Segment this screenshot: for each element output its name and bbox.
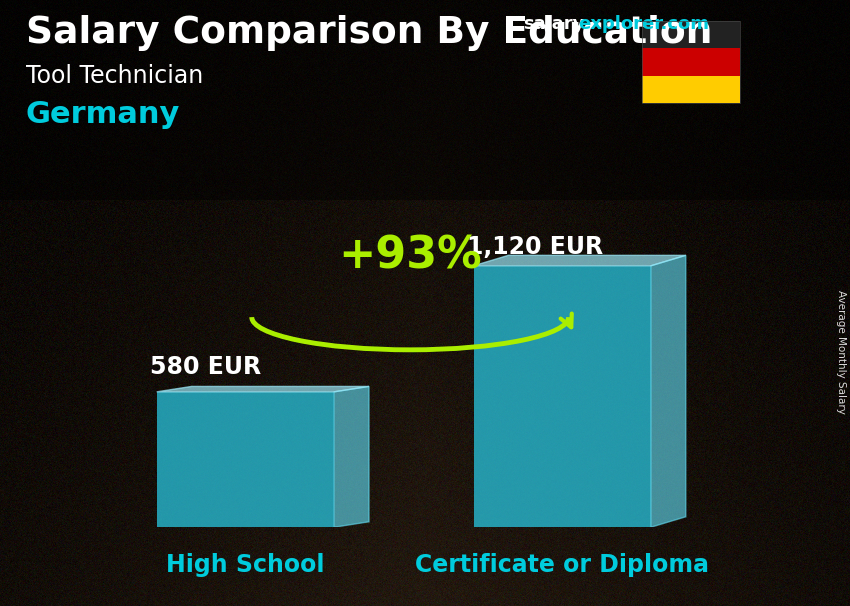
Text: Germany: Germany xyxy=(26,100,180,129)
Bar xyxy=(156,392,334,527)
Text: Average Monthly Salary: Average Monthly Salary xyxy=(836,290,846,413)
Text: explorer.com: explorer.com xyxy=(578,15,709,33)
Text: High School: High School xyxy=(166,553,325,577)
Text: Tool Technician: Tool Technician xyxy=(26,64,203,88)
Text: salary: salary xyxy=(523,15,584,33)
Text: +93%: +93% xyxy=(338,235,482,278)
Text: Salary Comparison By Education: Salary Comparison By Education xyxy=(26,15,711,51)
Text: 580 EUR: 580 EUR xyxy=(150,355,262,379)
Polygon shape xyxy=(156,387,369,392)
Polygon shape xyxy=(334,387,369,527)
Text: Certificate or Diploma: Certificate or Diploma xyxy=(416,553,709,577)
Text: 1,120 EUR: 1,120 EUR xyxy=(468,235,604,259)
Bar xyxy=(473,266,651,527)
Polygon shape xyxy=(651,255,686,527)
Polygon shape xyxy=(473,255,686,266)
FancyArrowPatch shape xyxy=(561,313,572,327)
